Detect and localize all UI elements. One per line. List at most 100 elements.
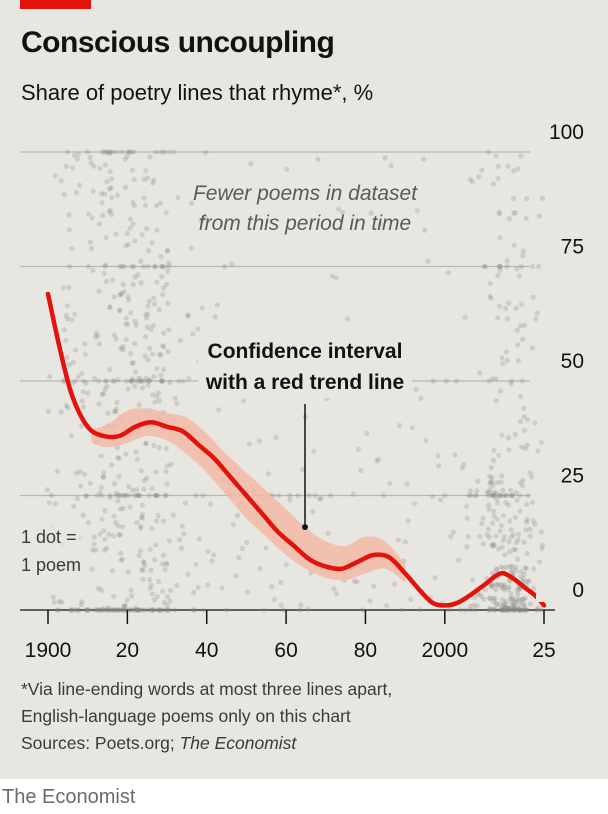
poem-dot bbox=[494, 601, 500, 608]
poem-dot bbox=[513, 547, 519, 553]
poem-dot bbox=[350, 491, 356, 497]
poem-dot bbox=[74, 156, 80, 162]
poem-dot bbox=[83, 492, 89, 499]
y-tick-backdrop bbox=[536, 576, 588, 602]
poem-dot bbox=[128, 310, 134, 316]
poem-dot bbox=[63, 337, 69, 343]
poem-dot bbox=[524, 501, 530, 507]
poem-dot bbox=[509, 378, 515, 384]
poem-dot bbox=[463, 503, 470, 509]
poem-dot bbox=[493, 490, 499, 496]
poem-dot bbox=[487, 607, 493, 613]
poem-dot bbox=[257, 565, 263, 572]
poem-dot bbox=[520, 596, 526, 603]
footnote-line-2: English-language poems only on this char… bbox=[21, 706, 351, 726]
poem-dot bbox=[468, 492, 474, 499]
poem-dot bbox=[116, 532, 122, 538]
poem-dot bbox=[491, 541, 497, 547]
poem-dot bbox=[48, 492, 55, 499]
poem-dot bbox=[527, 470, 533, 476]
poem-dot bbox=[485, 492, 491, 499]
poem-dot bbox=[149, 525, 155, 532]
poem-dot bbox=[414, 208, 420, 214]
poem-dot bbox=[230, 522, 236, 528]
poem-dot bbox=[147, 154, 153, 160]
poem-dot bbox=[502, 607, 508, 613]
poem-dot bbox=[503, 605, 509, 611]
poem-dot bbox=[510, 195, 517, 202]
poem-dot bbox=[156, 390, 162, 396]
poem-dot bbox=[159, 378, 165, 384]
poem-dot bbox=[506, 300, 512, 306]
poem-dot bbox=[87, 480, 93, 486]
poem-dot bbox=[509, 596, 515, 602]
poem-dot bbox=[154, 594, 161, 600]
poem-dot bbox=[96, 341, 102, 347]
poem-dot bbox=[145, 175, 151, 181]
poem-dot bbox=[236, 554, 242, 561]
poem-dot bbox=[146, 492, 152, 499]
poem-dot bbox=[167, 598, 173, 604]
poem-dot bbox=[145, 357, 151, 363]
poem-dot bbox=[98, 587, 104, 594]
poem-dot bbox=[97, 607, 104, 613]
poem-dot bbox=[67, 263, 73, 270]
poem-dot bbox=[532, 420, 538, 426]
poem-dot bbox=[344, 316, 351, 322]
poem-dot bbox=[151, 295, 157, 301]
poem-dot bbox=[520, 248, 527, 254]
poem-dot bbox=[491, 492, 497, 499]
poem-dot bbox=[143, 440, 149, 446]
poem-dot bbox=[134, 607, 140, 613]
poem-dot bbox=[68, 433, 74, 439]
poem-dot bbox=[155, 512, 161, 519]
poem-dot bbox=[529, 499, 536, 505]
poem-dot bbox=[69, 607, 76, 613]
poem-dot bbox=[527, 526, 533, 532]
poem-dot bbox=[83, 380, 89, 386]
poem-dot bbox=[113, 607, 120, 613]
poem-dot bbox=[402, 539, 408, 545]
poem-dot bbox=[138, 523, 144, 529]
poem-dot bbox=[333, 591, 340, 597]
poem-dot bbox=[256, 438, 262, 444]
poem-dot bbox=[154, 203, 160, 209]
poem-dot bbox=[110, 607, 116, 613]
poem-dot bbox=[489, 542, 495, 548]
poem-dot bbox=[462, 314, 468, 320]
poem-dot bbox=[509, 602, 515, 608]
poem-dot bbox=[115, 498, 121, 504]
poem-dot bbox=[514, 497, 520, 503]
poem-dot bbox=[137, 525, 144, 531]
poem-dot bbox=[497, 235, 503, 241]
poem-dot bbox=[459, 465, 465, 471]
poem-dot bbox=[127, 504, 133, 510]
poem-dot bbox=[52, 501, 58, 507]
poem-dot bbox=[126, 297, 132, 303]
poem-dot bbox=[117, 506, 123, 512]
poem-dot bbox=[387, 480, 393, 487]
poem-dot bbox=[491, 490, 497, 496]
brand-red-tag bbox=[20, 0, 91, 9]
poem-dot bbox=[493, 533, 499, 539]
poem-dot bbox=[278, 602, 284, 608]
poem-dot bbox=[497, 263, 503, 270]
poem-dot bbox=[535, 605, 541, 611]
poem-dot bbox=[167, 379, 173, 385]
poem-dot bbox=[533, 607, 539, 613]
poem-dot bbox=[495, 500, 501, 506]
poem-dot bbox=[134, 378, 140, 384]
poem-dot bbox=[131, 177, 137, 183]
poem-dot bbox=[77, 182, 83, 188]
poem-dot bbox=[517, 323, 524, 329]
poem-dot bbox=[165, 247, 171, 253]
poem-dot bbox=[487, 293, 493, 299]
credit-label: The Economist bbox=[2, 786, 136, 808]
poem-dot bbox=[157, 200, 164, 206]
poem-dot bbox=[153, 492, 159, 499]
poem-dot bbox=[513, 564, 519, 570]
poem-dot bbox=[113, 336, 119, 342]
poem-dot bbox=[110, 277, 116, 283]
poem-dot bbox=[93, 547, 99, 553]
poem-dot bbox=[103, 278, 109, 284]
